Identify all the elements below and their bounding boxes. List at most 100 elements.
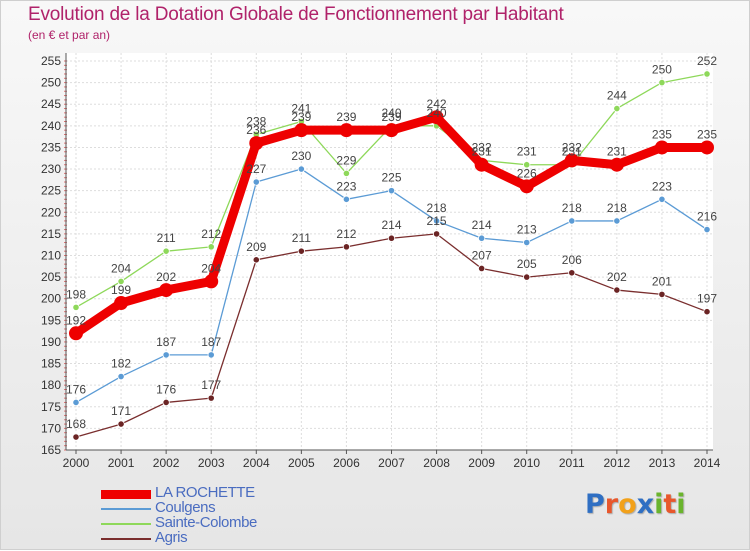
legend-label: LA ROCHETTE bbox=[155, 484, 255, 501]
data-point bbox=[703, 308, 711, 316]
data-point bbox=[69, 326, 83, 341]
data-label: 225 bbox=[381, 171, 401, 185]
data-point bbox=[342, 169, 351, 177]
legend-item: LA ROCHETTE bbox=[101, 484, 361, 501]
data-point bbox=[342, 243, 351, 251]
data-label: 216 bbox=[697, 210, 717, 224]
y-tick-label: 240 bbox=[41, 119, 61, 133]
data-label: 227 bbox=[246, 162, 266, 176]
data-point bbox=[297, 165, 305, 173]
data-point bbox=[252, 178, 260, 186]
legend-label: Agris bbox=[155, 529, 188, 546]
data-label: 197 bbox=[697, 292, 717, 306]
y-tick-label: 250 bbox=[41, 76, 61, 90]
data-label: 229 bbox=[336, 153, 356, 167]
data-point bbox=[207, 394, 215, 402]
data-point bbox=[658, 195, 666, 203]
data-label: 198 bbox=[66, 287, 86, 301]
data-point bbox=[654, 140, 669, 155]
data-label: 212 bbox=[201, 227, 221, 241]
y-tick-label: 235 bbox=[41, 140, 61, 154]
data-point bbox=[519, 179, 534, 194]
chart-title: Evolution de la Dotation Globale de Fonc… bbox=[28, 4, 564, 25]
data-label: 204 bbox=[111, 261, 131, 275]
proxiti-logo: Proxiti bbox=[585, 489, 686, 520]
y-tick-label: 230 bbox=[41, 162, 61, 176]
y-tick-label: 165 bbox=[41, 443, 61, 457]
data-label: 223 bbox=[652, 179, 672, 193]
y-tick-label: 210 bbox=[41, 249, 61, 263]
data-point bbox=[432, 230, 441, 238]
y-tick-label: 215 bbox=[41, 227, 61, 241]
data-label: 187 bbox=[156, 335, 176, 349]
data-label: 204 bbox=[201, 261, 221, 275]
x-tick-label: 2010 bbox=[513, 456, 540, 470]
data-point bbox=[159, 283, 174, 298]
data-label: 250 bbox=[652, 63, 672, 77]
data-point bbox=[162, 398, 170, 407]
data-label: 215 bbox=[427, 214, 447, 228]
y-tick-label: 170 bbox=[41, 421, 61, 435]
data-label: 171 bbox=[111, 404, 131, 418]
logo-letter: r bbox=[604, 489, 619, 520]
data-point bbox=[342, 195, 351, 203]
data-label: 230 bbox=[291, 149, 311, 163]
data-point bbox=[568, 269, 576, 277]
data-label: 231 bbox=[607, 145, 627, 159]
y-tick-label: 245 bbox=[41, 97, 61, 111]
data-point bbox=[204, 274, 219, 289]
data-label: 187 bbox=[201, 335, 221, 349]
data-point bbox=[609, 157, 624, 172]
data-label: 211 bbox=[292, 231, 311, 245]
data-point bbox=[117, 277, 125, 286]
data-label: 238 bbox=[246, 114, 266, 128]
y-tick-label: 180 bbox=[41, 378, 61, 392]
data-point bbox=[703, 70, 711, 78]
data-point bbox=[252, 256, 260, 264]
x-tick-label: 2009 bbox=[468, 456, 495, 470]
data-point bbox=[658, 290, 666, 298]
data-label: 241 bbox=[291, 102, 311, 116]
data-point bbox=[384, 123, 399, 138]
data-label: 218 bbox=[562, 201, 582, 215]
y-tick-label: 200 bbox=[41, 292, 61, 306]
x-tick-label: 2012 bbox=[604, 456, 631, 470]
data-label: 232 bbox=[472, 140, 492, 154]
data-point bbox=[613, 286, 621, 294]
legend-label: Coulgens bbox=[155, 499, 216, 516]
x-tick-label: 2014 bbox=[694, 456, 721, 470]
data-label: 231 bbox=[562, 145, 582, 159]
data-label: 235 bbox=[697, 127, 717, 141]
data-point bbox=[162, 351, 170, 359]
data-point bbox=[478, 264, 486, 273]
legend-swatch bbox=[101, 538, 151, 540]
data-point bbox=[117, 420, 125, 428]
data-point bbox=[523, 238, 531, 247]
y-tick-label: 255 bbox=[41, 54, 61, 68]
data-point bbox=[72, 303, 80, 311]
legend-swatch bbox=[101, 489, 151, 499]
data-point bbox=[429, 110, 444, 125]
logo-letter: i bbox=[676, 489, 686, 520]
data-label: 205 bbox=[517, 257, 537, 271]
data-point bbox=[72, 433, 80, 441]
data-label: 236 bbox=[246, 123, 266, 137]
data-label: 192 bbox=[66, 313, 86, 327]
legend-swatch bbox=[101, 508, 151, 510]
logo-letter: i bbox=[654, 489, 664, 520]
data-label: 211 bbox=[157, 231, 176, 245]
data-point bbox=[564, 153, 579, 168]
data-point bbox=[523, 273, 531, 281]
y-tick-label: 185 bbox=[41, 357, 61, 371]
data-point bbox=[703, 225, 711, 234]
x-tick-label: 2008 bbox=[423, 456, 450, 470]
data-point bbox=[700, 140, 714, 155]
x-tick-label: 2013 bbox=[649, 456, 676, 470]
data-point bbox=[339, 123, 354, 138]
data-label: 182 bbox=[111, 357, 131, 371]
y-tick-label: 175 bbox=[41, 400, 61, 414]
data-point bbox=[613, 217, 621, 225]
data-point bbox=[387, 187, 396, 195]
data-point bbox=[387, 234, 396, 242]
